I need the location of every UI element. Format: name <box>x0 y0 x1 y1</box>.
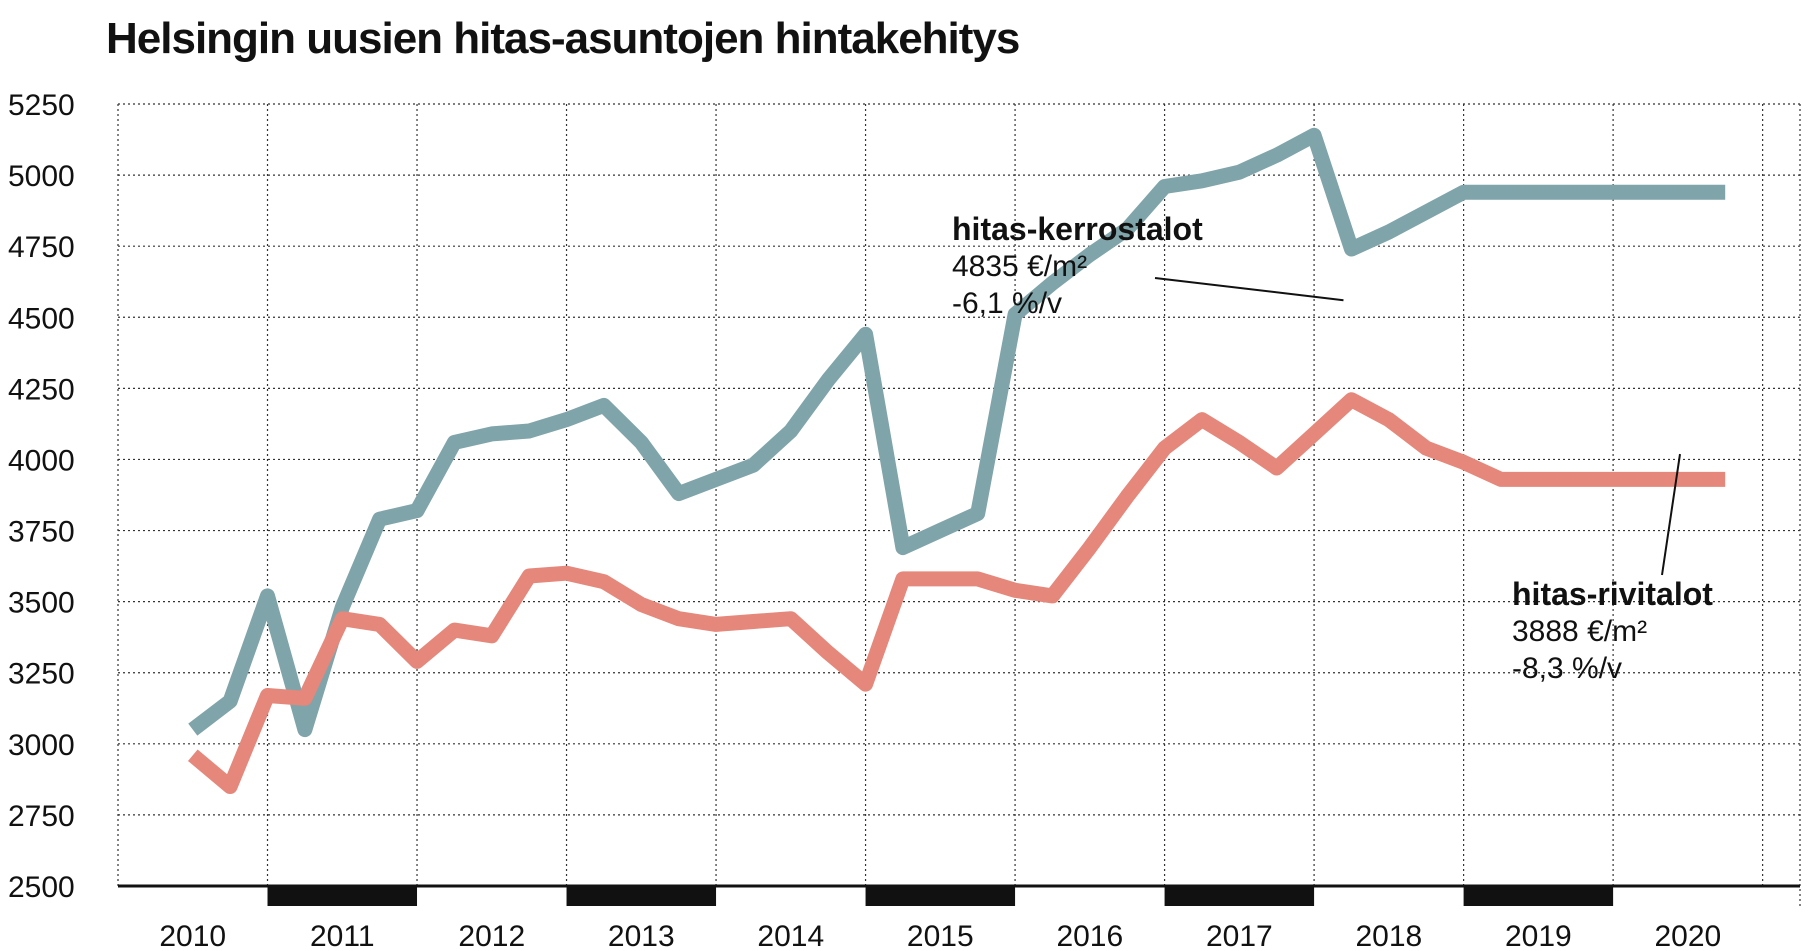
year-band <box>267 887 418 906</box>
y-tick-label: 2500 <box>8 871 75 904</box>
axis-layer: 2500 2750 3000 3250 3500 3750 4000 4250 4500 4750… <box>8 89 1800 951</box>
rivitalot-label: hitas-rivitalot <box>1512 576 1713 612</box>
rivitalot-change: -8,3 %/v <box>1512 652 1622 685</box>
year-band <box>566 887 717 906</box>
y-tick-label: 4750 <box>8 231 75 264</box>
kerrostalot-change: -6,1 %/v <box>952 287 1062 320</box>
kerrostalot-leader-line <box>1154 277 1344 302</box>
y-tick-label: 5250 <box>8 89 75 122</box>
rivitalot-leader-line <box>1661 453 1681 576</box>
x-tick-label: 2015 <box>907 920 974 951</box>
annotation-layer: hitas-kerrostalot 4835 €/m² -6,1 %/v hit… <box>952 211 1713 685</box>
series-line-hitas-kerrostalot <box>188 127 1726 738</box>
rivitalot-price: 3888 €/m² <box>1512 615 1647 648</box>
x-tick-label: 2011 <box>310 920 375 951</box>
year-band <box>865 887 1016 906</box>
y-tick-label: 3000 <box>8 729 75 762</box>
x-tick-label: 2013 <box>608 920 675 951</box>
series-line-hitas-rivitalot <box>187 392 1726 794</box>
y-tick-label: 3250 <box>8 658 75 691</box>
y-tick-label: 3500 <box>8 587 75 620</box>
y-tick-label: 3750 <box>8 516 75 549</box>
x-tick-label: 2010 <box>159 920 226 951</box>
x-tick-label: 2019 <box>1505 920 1572 951</box>
x-tick-label: 2014 <box>757 920 824 951</box>
x-tick-label: 2020 <box>1654 920 1721 951</box>
chart-title: Helsingin uusien hitas-asuntojen hintake… <box>106 14 1020 63</box>
y-tick-label: 4250 <box>8 373 75 406</box>
series-layer <box>187 127 1726 794</box>
y-tick-label: 2750 <box>8 800 75 833</box>
year-band <box>1463 887 1614 906</box>
x-tick-label: 2018 <box>1355 920 1422 951</box>
x-tick-label: 2016 <box>1056 920 1123 951</box>
kerrostalot-label: hitas-kerrostalot <box>952 211 1203 247</box>
grid-layer <box>117 103 1801 906</box>
kerrostalot-price: 4835 €/m² <box>952 250 1087 283</box>
x-tick-label: 2012 <box>458 920 525 951</box>
y-tick-label: 5000 <box>8 160 75 193</box>
x-tick-label: 2017 <box>1206 920 1273 951</box>
y-tick-label: 4000 <box>8 444 75 477</box>
y-tick-label: 4500 <box>8 302 75 335</box>
year-band <box>1164 887 1315 906</box>
